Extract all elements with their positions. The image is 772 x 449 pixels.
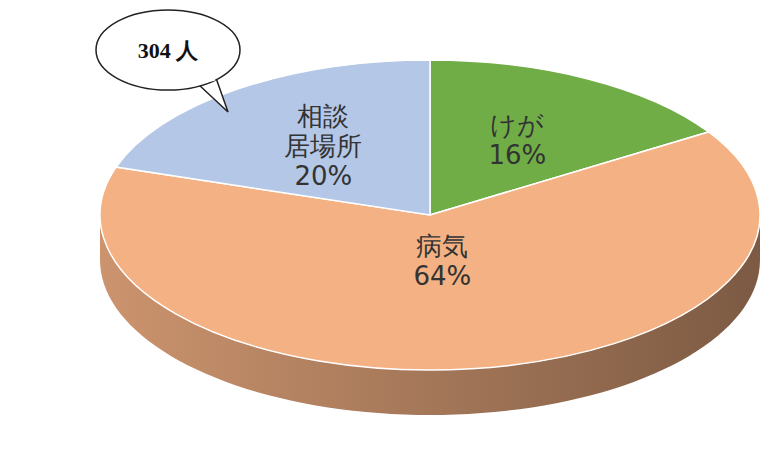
slice-value: 16%	[489, 140, 547, 170]
slice-label: 病気	[416, 231, 468, 261]
annotation: 304 人	[138, 38, 200, 63]
slice-value: 64%	[414, 261, 472, 291]
speech-bubble: 304 人	[96, 10, 240, 112]
chart: けが16% 病気64% 相談居場所20% 304 人	[0, 0, 772, 449]
pie-top	[100, 60, 760, 370]
slice-label: 相談居場所	[284, 101, 362, 161]
pie-marks	[100, 60, 760, 415]
bubble-joint	[199, 79, 215, 83]
labels: けが16% 病気64% 相談居場所20%	[284, 101, 546, 291]
slice-label: けが	[490, 110, 544, 140]
slice-value: 20%	[294, 161, 352, 191]
bubble	[96, 10, 240, 90]
bubble-tail	[198, 78, 228, 112]
